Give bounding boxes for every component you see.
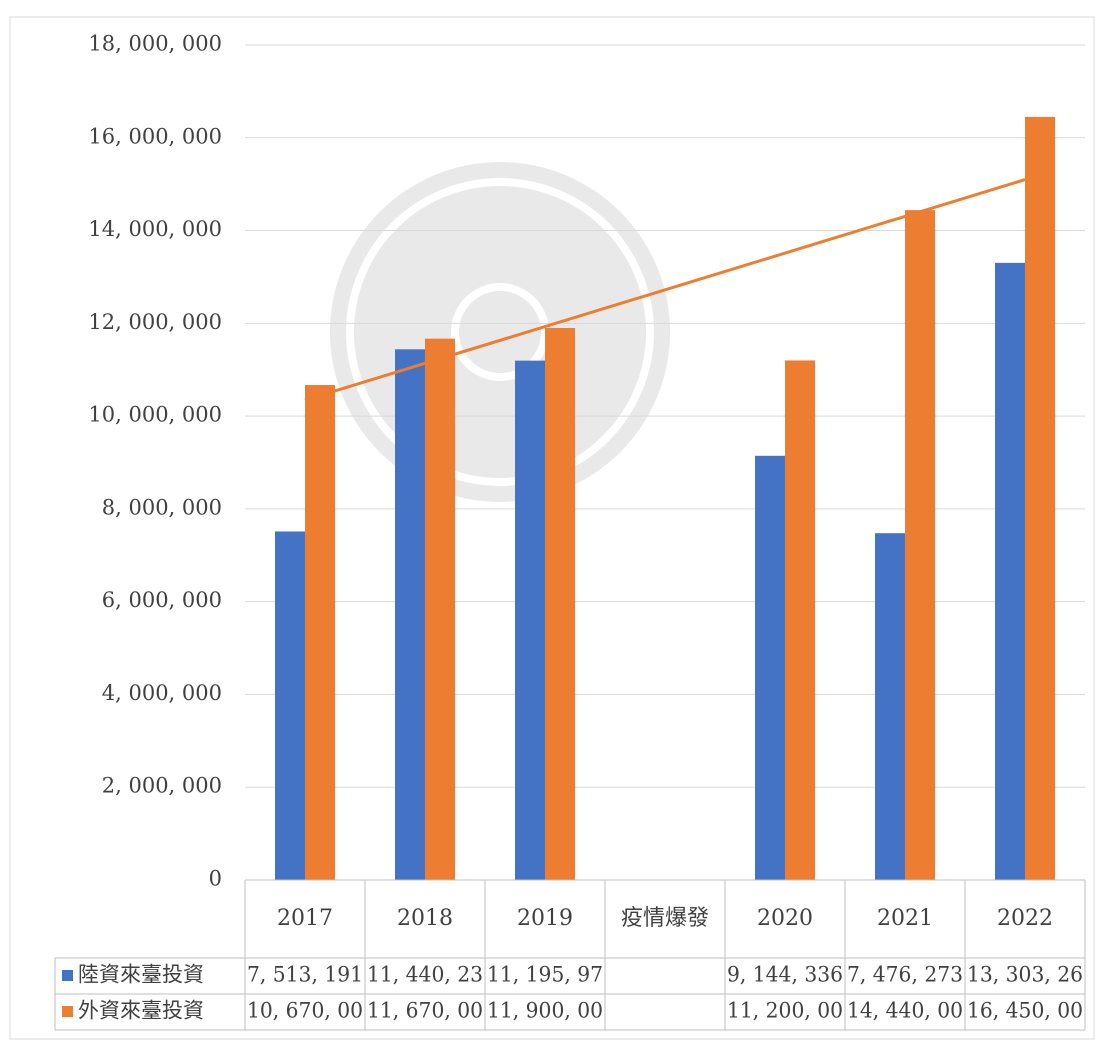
x-tick-label: 疫情爆發 <box>620 906 709 931</box>
legend-label: 外資來臺投資 <box>78 999 204 1023</box>
bar <box>1025 116 1055 881</box>
y-tick-label: 2, 000, 000 <box>102 774 222 798</box>
y-tick-label: 6, 000, 000 <box>102 588 222 612</box>
y-tick-label: 4, 000, 000 <box>102 681 222 705</box>
data-table-value: 7, 476, 273 <box>847 963 963 987</box>
y-tick-label: 14, 000, 000 <box>88 217 222 241</box>
bar <box>515 360 545 881</box>
bar <box>755 455 785 880</box>
data-table-value: 16, 450, 00 <box>967 999 1083 1023</box>
y-tick-label: 18, 000, 000 <box>88 32 222 56</box>
x-tick-label: 2022 <box>997 906 1053 931</box>
bar <box>905 210 935 881</box>
x-tick-label: 2021 <box>877 906 933 931</box>
trendline <box>304 178 1026 402</box>
bar <box>425 338 455 880</box>
y-tick-label: 8, 000, 000 <box>102 495 222 519</box>
bar <box>305 385 335 880</box>
x-tick-label: 2019 <box>517 906 573 931</box>
legend-swatch <box>62 970 73 981</box>
y-tick-label: 12, 000, 000 <box>88 310 222 334</box>
legend-swatch <box>62 1006 73 1017</box>
chart-border <box>9 16 1095 1040</box>
bar <box>875 533 905 880</box>
bar <box>995 262 1025 880</box>
bar <box>785 360 815 880</box>
y-tick-label: 10, 000, 000 <box>88 403 222 427</box>
data-table-value: 7, 513, 191 <box>247 963 363 987</box>
data-table-value: 11, 440, 23 <box>367 963 483 987</box>
data-table-value: 11, 200, 00 <box>727 999 843 1023</box>
bar <box>545 327 575 880</box>
y-tick-label: 0 <box>209 867 222 891</box>
data-table-value: 13, 303, 26 <box>967 963 1083 987</box>
bar <box>395 349 425 881</box>
x-tick-label: 2020 <box>757 906 813 931</box>
y-tick-label: 16, 000, 000 <box>88 124 222 148</box>
data-table-value: 11, 195, 97 <box>487 963 603 987</box>
data-table-value: 14, 440, 00 <box>847 999 963 1023</box>
watermark <box>330 162 670 502</box>
x-tick-label: 2018 <box>397 906 453 931</box>
data-table-value: 10, 670, 00 <box>247 999 363 1023</box>
bar <box>275 531 305 880</box>
x-tick-label: 2017 <box>277 906 333 931</box>
data-table-value: 11, 670, 00 <box>367 999 483 1023</box>
legend-label: 陸資來臺投資 <box>78 963 204 987</box>
data-table-value: 11, 900, 00 <box>487 999 603 1023</box>
data-table-value: 9, 144, 336 <box>727 963 843 987</box>
